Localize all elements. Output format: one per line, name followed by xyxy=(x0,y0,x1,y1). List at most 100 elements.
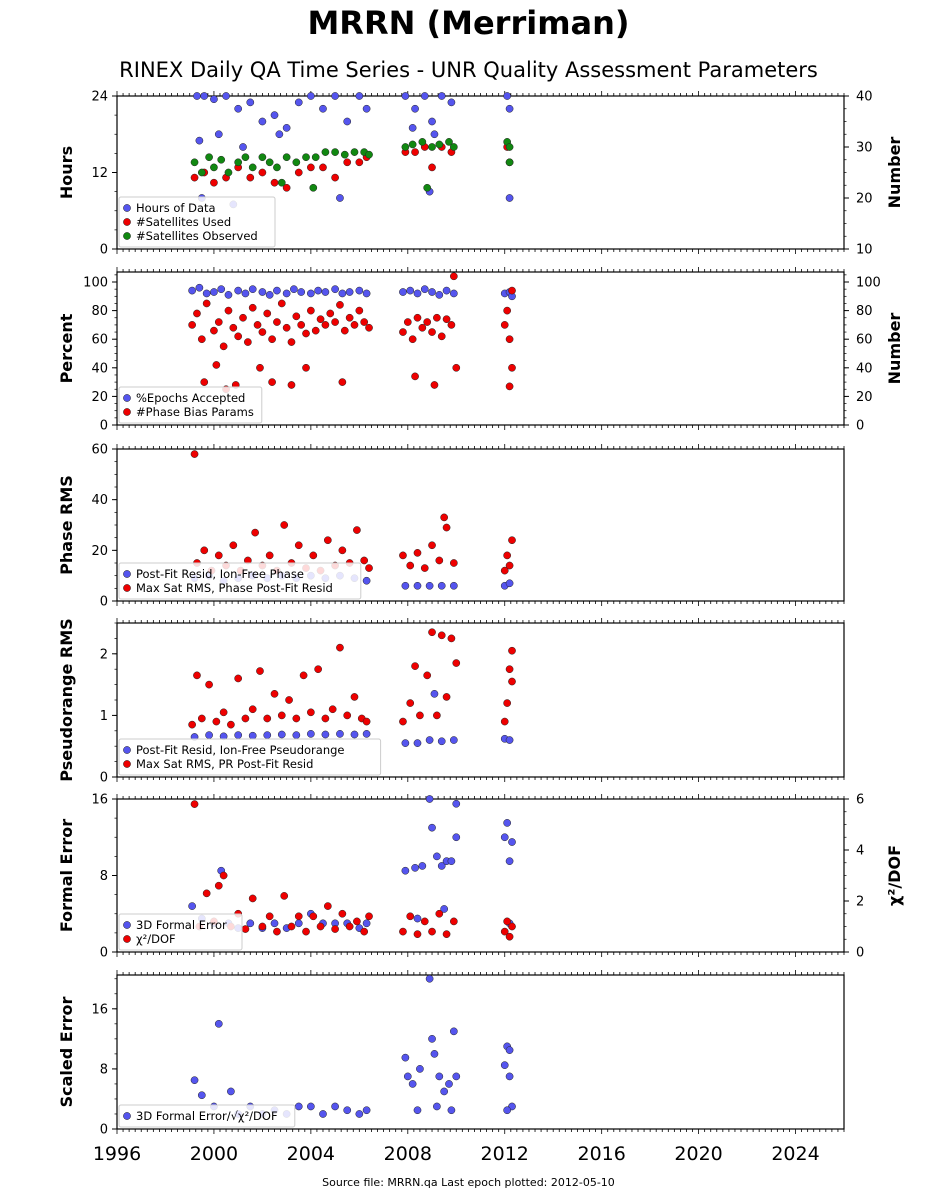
data-point xyxy=(420,564,429,572)
data-point xyxy=(246,173,255,182)
data-point xyxy=(193,671,201,680)
data-point xyxy=(449,289,458,298)
data-point xyxy=(413,930,422,939)
data-point xyxy=(217,285,226,294)
data-point xyxy=(248,894,257,903)
data-point xyxy=(202,889,211,898)
data-point xyxy=(505,143,514,151)
data-point xyxy=(270,178,279,187)
y2-tick-label: 20 xyxy=(856,192,873,207)
data-point xyxy=(428,628,436,637)
data-point xyxy=(234,158,243,167)
data-point xyxy=(188,902,196,910)
legend-box xyxy=(118,562,362,600)
data-point xyxy=(214,130,223,139)
data-point xyxy=(452,833,461,842)
data-point xyxy=(265,291,274,299)
data-point xyxy=(362,289,371,298)
data-point xyxy=(340,326,349,335)
data-point xyxy=(326,309,335,318)
y-tick-label: 16 xyxy=(91,1002,108,1017)
data-point xyxy=(411,104,419,113)
data-point xyxy=(447,1106,456,1115)
data-point xyxy=(229,323,238,332)
data-point xyxy=(408,140,417,149)
data-point xyxy=(355,92,364,100)
data-point xyxy=(234,674,243,683)
data-point xyxy=(425,581,434,590)
legend-marker xyxy=(123,935,131,943)
data-point xyxy=(321,288,330,296)
chart-title: MRRN (Merriman) xyxy=(307,4,630,42)
data-point xyxy=(273,286,281,295)
data-point xyxy=(355,286,364,295)
data-point xyxy=(210,178,218,187)
data-point xyxy=(365,564,373,572)
data-point xyxy=(287,922,296,931)
data-point xyxy=(319,1110,327,1118)
data-point xyxy=(270,689,279,698)
data-point xyxy=(290,285,298,294)
y-axis-label: Phase RMS xyxy=(57,475,76,575)
data-point xyxy=(505,579,514,588)
data-point xyxy=(362,730,371,738)
data-point xyxy=(505,335,514,344)
data-point xyxy=(435,909,444,918)
data-point xyxy=(188,720,196,729)
data-point xyxy=(430,381,439,389)
y-tick-label: 12 xyxy=(91,166,108,181)
legend-marker xyxy=(123,584,131,592)
y2-tick-label: 4 xyxy=(856,844,864,859)
data-point xyxy=(449,581,458,590)
data-point xyxy=(413,581,422,590)
data-point xyxy=(331,92,339,100)
data-point xyxy=(416,711,424,720)
y-tick-label: 16 xyxy=(91,793,108,808)
legend-label: Max Sat RMS, Phase Post-Fit Resid xyxy=(136,581,333,595)
data-point xyxy=(268,378,276,386)
data-point xyxy=(413,1106,422,1115)
data-point xyxy=(307,730,315,738)
data-point xyxy=(287,381,296,389)
legend-label: %Epochs Accepted xyxy=(136,391,245,405)
data-point xyxy=(435,291,444,299)
data-point xyxy=(447,98,456,107)
data-point xyxy=(505,665,514,674)
data-point xyxy=(508,922,516,931)
y-tick-label: 0 xyxy=(100,595,108,610)
panel-3: 0 20 40 60 Phase RMS Post-Fit Resid, Ion-Free… xyxy=(57,443,845,610)
chart-subtitle: RINEX Daily QA Time Series - UNR Quality… xyxy=(119,58,818,82)
data-point xyxy=(447,634,456,643)
legend-label: #Satellites Observed xyxy=(136,229,258,243)
data-point xyxy=(258,922,267,931)
data-point xyxy=(227,720,235,729)
data-point xyxy=(277,711,286,720)
data-point xyxy=(316,922,325,931)
data-point xyxy=(197,168,206,177)
data-point xyxy=(365,912,373,921)
y2-tick-label: 0 xyxy=(856,946,864,961)
y2-tick-label: 60 xyxy=(856,333,873,348)
y-tick-label: 100 xyxy=(83,276,108,291)
data-point xyxy=(253,321,262,329)
legend-box xyxy=(118,738,382,776)
data-point xyxy=(411,662,419,670)
data-point xyxy=(314,286,322,295)
data-point xyxy=(408,335,417,344)
data-point xyxy=(442,693,451,701)
data-point xyxy=(343,1106,352,1115)
data-point xyxy=(331,173,339,182)
data-point xyxy=(437,581,446,590)
legend-box xyxy=(118,196,276,248)
data-point xyxy=(353,917,361,926)
data-point xyxy=(418,862,427,870)
data-point xyxy=(270,111,279,119)
data-point xyxy=(423,671,432,680)
data-point xyxy=(188,321,196,329)
legend-marker xyxy=(123,408,131,416)
data-point xyxy=(442,930,451,939)
data-point xyxy=(338,546,347,555)
data-point xyxy=(420,917,429,926)
data-point xyxy=(314,665,322,674)
data-point xyxy=(401,866,410,875)
